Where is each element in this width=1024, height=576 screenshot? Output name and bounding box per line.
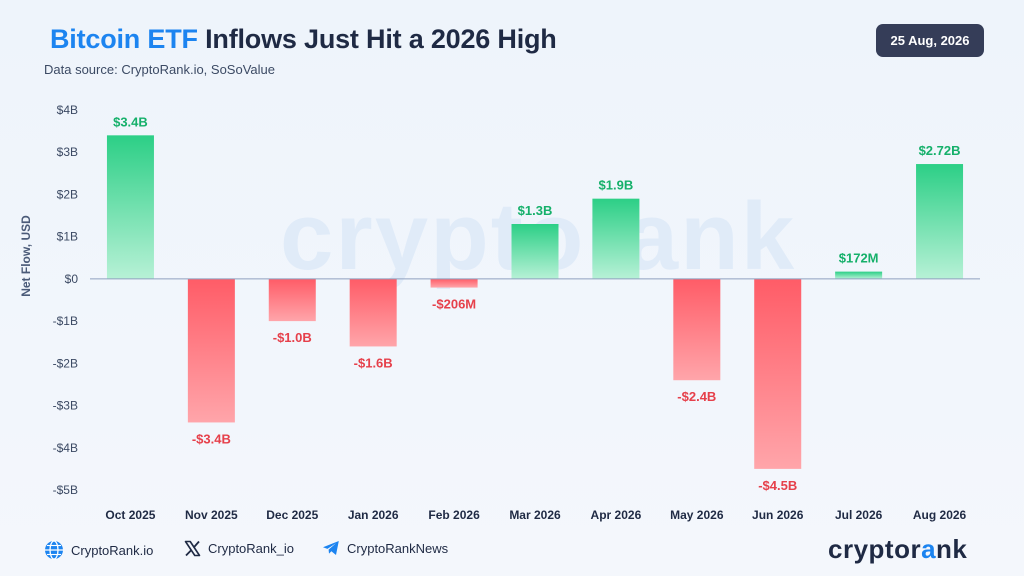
bar-nov-2025 <box>187 278 235 423</box>
y-tick-label: $1B <box>57 230 78 244</box>
y-tick-label: $0 <box>65 272 79 286</box>
bar-value-label: $2.72B <box>919 143 961 158</box>
chart-title-accent: Bitcoin ETF <box>50 24 198 54</box>
bar-mar-2026 <box>511 224 559 279</box>
bar-value-label: -$2.4B <box>677 389 716 404</box>
x-tick-label: May 2026 <box>670 508 724 522</box>
x-tick-label: Nov 2025 <box>185 508 238 522</box>
bar-value-label: -$1.0B <box>273 330 312 345</box>
chart-title: Bitcoin ETF Inflows Just Hit a 2026 High <box>50 24 557 55</box>
bar-feb-2026 <box>430 278 478 288</box>
y-tick-label: $2B <box>57 187 78 201</box>
x-tick-label: Apr 2026 <box>591 508 642 522</box>
cryptorank-logo: cryptorank <box>828 534 967 565</box>
bar-aug-2026 <box>916 164 964 279</box>
bar-oct-2025 <box>106 135 154 279</box>
footer-website-label: CryptoRank.io <box>71 542 154 558</box>
bar-apr-2026 <box>592 198 640 279</box>
footer-telegram-label: CryptoRankNews <box>347 540 449 556</box>
bar-value-label: $172M <box>839 251 879 266</box>
chart-title-rest: Inflows Just Hit a 2026 High <box>197 24 557 54</box>
x-tick-label: Jan 2026 <box>348 508 399 522</box>
bar-jul-2026 <box>835 271 883 279</box>
y-tick-label: $3B <box>57 145 78 159</box>
bar-value-label: $1.9B <box>599 178 634 193</box>
footer-telegram[interactable]: CryptoRankNews <box>322 540 448 556</box>
y-tick-label: -$2B <box>53 356 78 370</box>
x-tick-label: Feb 2026 <box>428 508 480 522</box>
bar-dec-2025 <box>268 278 316 322</box>
bar-value-label: -$206M <box>432 297 476 312</box>
bar-value-label: -$1.6B <box>354 355 393 370</box>
y-tick-label: -$4B <box>53 441 78 455</box>
x-tick-label: Dec 2025 <box>266 508 318 522</box>
bar-value-label: $1.3B <box>518 203 553 218</box>
bar-value-label: -$4.5B <box>758 478 797 493</box>
brand-text-accent: a <box>921 534 937 564</box>
y-tick-label: -$3B <box>53 399 78 413</box>
x-tick-label: Aug 2026 <box>913 508 967 522</box>
y-axis-title: Net Flow, USD <box>19 215 33 297</box>
date-badge: 25 Aug, 2026 <box>876 24 984 57</box>
x-logo-icon <box>184 540 201 557</box>
bar-jan-2026 <box>349 278 397 347</box>
x-tick-label: Jun 2026 <box>752 508 804 522</box>
bar-may-2026 <box>673 278 721 381</box>
bar-value-label: -$3.4B <box>192 431 231 446</box>
x-tick-label: Mar 2026 <box>509 508 561 522</box>
footer-twitter[interactable]: CryptoRank_io <box>184 540 294 557</box>
footer-website[interactable]: CryptoRank.io <box>44 540 153 560</box>
x-tick-label: Oct 2025 <box>105 508 155 522</box>
brand-text-start: cryptor <box>828 534 922 564</box>
brand-text-end: nk <box>936 534 968 564</box>
y-tick-label: -$5B <box>53 483 78 497</box>
bar-jun-2026 <box>754 278 802 469</box>
footer-twitter-label: CryptoRank_io <box>208 541 294 556</box>
y-tick-label: $4B <box>57 103 78 117</box>
bar-value-label: $3.4B <box>113 114 148 129</box>
x-tick-label: Jul 2026 <box>835 508 883 522</box>
globe-icon <box>45 540 63 560</box>
telegram-icon <box>323 541 339 555</box>
y-tick-label: -$1B <box>53 314 78 328</box>
data-source-subtitle: Data source: CryptoRank.io, SoSoValue <box>44 62 275 77</box>
